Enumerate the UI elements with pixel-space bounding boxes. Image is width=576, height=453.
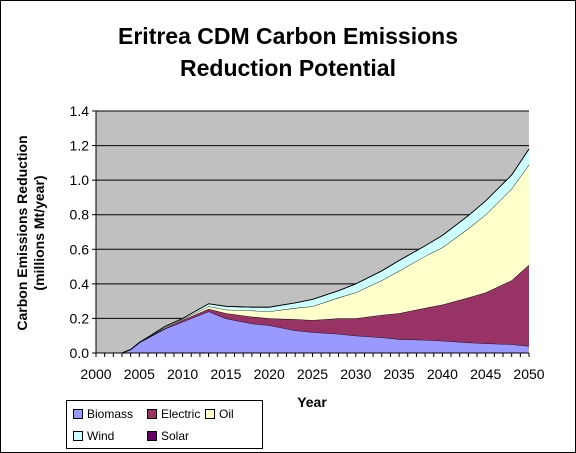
legend-item-solar: Solar xyxy=(147,429,189,443)
x-tick-label: 2050 xyxy=(513,366,544,382)
chart-title-line-1: Eritrea CDM Carbon Emissions xyxy=(118,23,458,49)
y-tick-label: 1.0 xyxy=(70,172,90,188)
y-tick-label: 0.0 xyxy=(70,345,90,361)
legend-label: Solar xyxy=(161,429,190,443)
x-tick-label: 2020 xyxy=(254,366,285,382)
x-axis-label: Year xyxy=(297,394,327,410)
y-tick-label: 0.2 xyxy=(70,310,90,326)
area-series-oil xyxy=(96,164,529,353)
legend-label: Electric xyxy=(161,407,201,421)
y-tick-label: 1.2 xyxy=(70,138,90,154)
x-tick-label: 2045 xyxy=(470,366,501,382)
legend-swatch xyxy=(205,409,215,419)
legend-label: Wind xyxy=(87,429,115,443)
x-tick-label: 2025 xyxy=(297,366,328,382)
legend-swatch xyxy=(147,431,157,441)
legend-label: Biomass xyxy=(87,407,134,421)
y-tick-label: 0.8 xyxy=(70,207,90,223)
legend-item-electric: Electric xyxy=(147,407,200,421)
legend-label: Oil xyxy=(219,407,234,421)
y-tick-label: 0.6 xyxy=(70,241,90,257)
x-tick-label: 2000 xyxy=(80,366,111,382)
legend-swatch xyxy=(147,409,157,419)
chart-title-line-2: Reduction Potential xyxy=(180,55,396,81)
legend-item-biomass: Biomass xyxy=(73,407,133,421)
x-tick-label: 2030 xyxy=(340,366,371,382)
area-series-electric xyxy=(96,264,529,353)
legend-swatch xyxy=(73,409,83,419)
x-tick-label: 2035 xyxy=(384,366,415,382)
x-tick-label: 2015 xyxy=(210,366,241,382)
x-tick-label: 2005 xyxy=(124,366,155,382)
legend-swatch xyxy=(73,431,83,441)
y-axis-label-line-1: Carbon Emissions Reduction xyxy=(14,135,30,330)
legend: Biomass Electric Oil Wind Solar xyxy=(66,400,263,449)
legend-item-oil: Oil xyxy=(205,407,234,421)
area-edge-solar xyxy=(96,148,530,354)
x-tick-label: 2040 xyxy=(427,366,458,382)
y-tick-label: 1.4 xyxy=(70,103,90,119)
y-axis-label-line-2: (millions Mt/year) xyxy=(31,175,47,290)
legend-item-wind: Wind xyxy=(73,429,114,443)
y-tick-label: 0.4 xyxy=(70,276,90,292)
x-tick-label: 2010 xyxy=(167,366,198,382)
